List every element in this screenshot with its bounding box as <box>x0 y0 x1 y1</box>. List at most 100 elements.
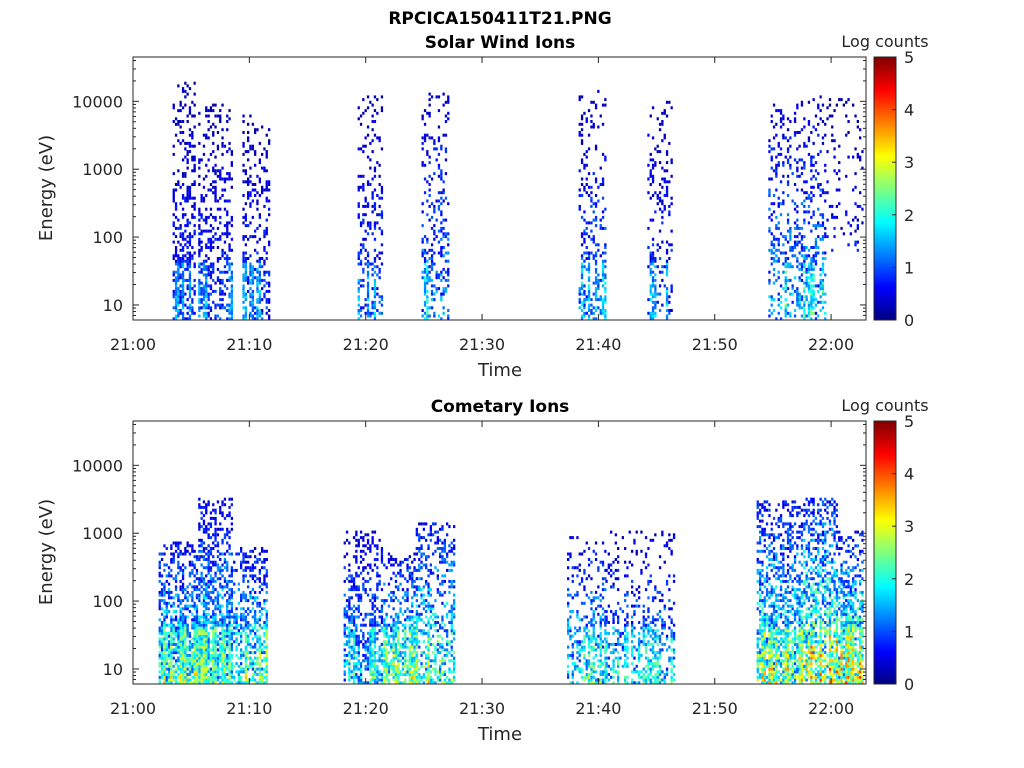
spectrogram-cell <box>219 235 222 239</box>
spectrogram-cell <box>362 582 365 586</box>
spectrogram-cell <box>228 295 231 299</box>
spectrogram-cell <box>181 314 185 318</box>
spectrogram-cell <box>406 645 409 649</box>
spectrogram-cell <box>177 226 180 230</box>
spectrogram-cell <box>594 262 598 266</box>
spectrogram-cell <box>364 213 367 217</box>
spectrogram-cell <box>845 174 848 178</box>
spectrogram-cell <box>408 615 411 619</box>
spectrogram-cell <box>186 631 189 635</box>
spectrogram-cell <box>392 648 395 652</box>
spectrogram-cell <box>408 618 411 622</box>
spectrogram-cell <box>212 662 215 666</box>
spectrogram-cell <box>772 309 776 312</box>
spectrogram-cell <box>440 246 443 249</box>
spectrogram-cell <box>831 248 834 252</box>
spectrogram-cell <box>244 673 247 676</box>
spectrogram-cell <box>373 670 377 674</box>
spectrogram-cell <box>406 673 409 676</box>
spectrogram-cell <box>594 106 598 110</box>
spectrogram-cell <box>355 634 358 638</box>
spectrogram-cell <box>408 637 411 641</box>
spectrogram-cell <box>205 566 208 570</box>
spectrogram-cell <box>258 651 261 655</box>
spectrogram-cell <box>786 158 790 162</box>
spectrogram-cell <box>670 309 673 312</box>
spectrogram-cell <box>366 309 370 312</box>
spectrogram-cell <box>188 257 192 260</box>
spectrogram-cell <box>423 287 427 291</box>
spectrogram-cell <box>268 240 271 244</box>
spectrogram-cell <box>805 281 808 285</box>
spectrogram-cell <box>221 254 224 258</box>
spectrogram-cell <box>258 673 261 676</box>
spectrogram-cell <box>172 610 175 613</box>
spectrogram-cell <box>378 270 381 274</box>
spectrogram-cell <box>394 560 398 564</box>
spectrogram-cell <box>404 640 407 644</box>
spectrogram-cell <box>371 267 374 271</box>
spectrogram-cell <box>205 289 208 293</box>
spectrogram-cell <box>247 131 250 134</box>
spectrogram-cell <box>380 547 384 550</box>
spectrogram-cell <box>219 653 222 657</box>
spectrogram-cell <box>592 125 595 129</box>
spectrogram-cell <box>854 147 857 151</box>
spectrogram-cell <box>423 262 427 266</box>
spectrogram-cell <box>444 287 448 291</box>
spectrogram-cell <box>172 577 175 581</box>
spectrogram-cell <box>242 300 245 304</box>
spectrogram-cell <box>423 136 427 140</box>
spectrogram-cell <box>181 284 185 288</box>
spectrogram-cell <box>362 237 365 241</box>
spectrogram-cell <box>392 623 395 627</box>
spectrogram-cell <box>768 191 771 195</box>
spectrogram-cell <box>649 317 652 321</box>
spectrogram-cell <box>847 131 850 134</box>
spectrogram-cell <box>242 289 245 293</box>
spectrogram-cell <box>371 640 374 644</box>
spectrogram-cell <box>251 289 254 293</box>
spectrogram-cell <box>265 653 268 657</box>
spectrogram-cell <box>421 224 424 228</box>
spectrogram-cell <box>193 642 196 646</box>
spectrogram-cell <box>777 243 780 247</box>
spectrogram-cell <box>399 681 402 685</box>
spectrogram-cell <box>258 237 261 241</box>
spectrogram-cell <box>244 656 247 660</box>
spectrogram-cell <box>244 615 247 619</box>
spectrogram-cell <box>852 188 855 192</box>
colorbar-segment <box>874 278 896 281</box>
spectrogram-cell <box>411 659 414 663</box>
spectrogram-cell <box>430 306 434 310</box>
spectrogram-cell <box>343 607 346 611</box>
spectrogram-cell <box>373 653 377 657</box>
spectrogram-cell <box>216 664 220 668</box>
colorbar-segment <box>874 74 896 78</box>
spectrogram-cell <box>191 100 194 104</box>
spectrogram-cell <box>385 640 388 644</box>
spectrogram-cell <box>807 287 811 291</box>
spectrogram-cell <box>831 139 834 143</box>
spectrogram-cell <box>411 579 414 583</box>
spectrogram-cell <box>181 158 185 162</box>
spectrogram-cell <box>263 626 266 630</box>
colorbar-segment <box>874 103 896 106</box>
spectrogram-cell <box>366 259 370 263</box>
spectrogram-cell <box>249 144 252 148</box>
spectrogram-cell <box>256 659 259 663</box>
spectrogram-cell <box>181 278 185 282</box>
spectrogram-cell <box>800 226 804 230</box>
spectrogram-cell <box>167 645 171 649</box>
spectrogram-cell <box>399 653 402 657</box>
spectrogram-cell <box>587 284 591 288</box>
spectrogram-cell <box>428 248 431 252</box>
spectrogram-cell <box>219 681 222 685</box>
spectrogram-cell <box>793 221 797 225</box>
spectrogram-cell <box>184 224 187 228</box>
spectrogram-cell <box>209 287 213 291</box>
spectrogram-cell <box>177 122 180 126</box>
spectrogram-cell <box>366 593 370 597</box>
spectrogram-cell <box>362 188 365 192</box>
spectrogram-cell <box>221 604 224 608</box>
